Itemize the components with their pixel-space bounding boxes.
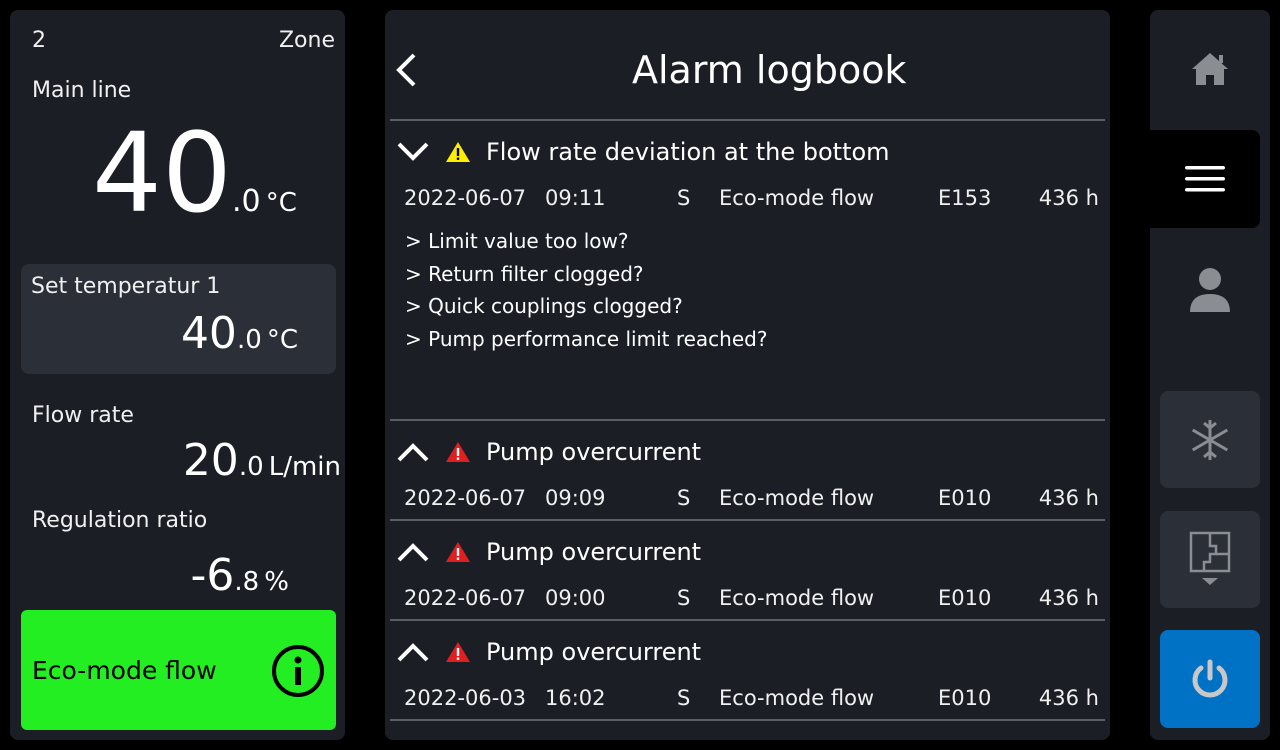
nav-menu[interactable]	[1150, 130, 1260, 228]
nav-floorplan[interactable]	[1160, 511, 1260, 608]
alarm-mode: Eco-mode flow	[719, 486, 875, 510]
set-temp-value: 40.0 °C	[181, 308, 298, 359]
alarm-row[interactable]: Pump overcurrent 2022-06-03 16:02 S Eco-…	[390, 621, 1105, 719]
chevron-up-icon[interactable]	[396, 641, 430, 663]
alarm-row[interactable]: Pump overcurrent 2022-06-07 09:09 S Eco-…	[390, 421, 1105, 519]
alarm-row[interactable]: Flow rate deviation at the bottom 2022-0…	[390, 121, 1105, 419]
alarm-type: S	[677, 686, 691, 710]
back-icon[interactable]	[394, 52, 420, 88]
flow-unit: L/min	[268, 452, 341, 482]
alarm-time: 09:11	[545, 186, 606, 210]
set-temp-dec: .0	[236, 325, 262, 355]
power-icon	[1192, 659, 1228, 698]
set-temp-int: 40	[180, 308, 237, 359]
alarm-hours: 436 h	[1038, 186, 1099, 210]
alarm-row[interactable]: Pump overcurrent 2022-06-07 09:00 S Eco-…	[390, 521, 1105, 619]
alarm-hints: > Limit value too low? > Return filter c…	[405, 225, 767, 355]
alarm-type: S	[677, 586, 691, 610]
alarm-type: S	[677, 186, 691, 210]
set-temp-label: Set temperatur 1	[31, 274, 221, 299]
alarm-mode: Eco-mode flow	[719, 686, 875, 710]
regulation-value: -6.8 %	[191, 550, 290, 601]
divider	[390, 719, 1105, 721]
error-icon	[446, 642, 470, 662]
hint: > Return filter clogged?	[405, 261, 644, 286]
reg-int: -6	[190, 550, 235, 601]
set-temp-unit: °C	[266, 325, 298, 355]
info-icon[interactable]	[271, 644, 325, 698]
divider	[390, 519, 1105, 521]
reg-unit: %	[264, 567, 289, 597]
hint: > Pump performance limit reached?	[405, 326, 768, 351]
error-icon	[446, 442, 470, 462]
nav-user[interactable]	[1150, 240, 1270, 340]
alarm-time: 09:09	[545, 486, 606, 510]
status-panel: 2 Zone Main line 40.0 °C Set temperatur …	[10, 10, 345, 740]
divider	[390, 119, 1105, 121]
zone-number: 2	[32, 28, 46, 53]
zone-label: Zone	[278, 28, 335, 53]
floorplan-icon	[1189, 531, 1231, 585]
alarm-hours: 436 h	[1038, 486, 1099, 510]
alarm-title: Flow rate deviation at the bottom	[486, 138, 890, 166]
flow-int: 20	[182, 435, 239, 486]
chevron-down-icon[interactable]	[396, 141, 430, 163]
main-line-dec: .0	[231, 184, 261, 219]
chevron-up-icon[interactable]	[396, 441, 430, 463]
alarm-code: E010	[938, 486, 992, 510]
alarm-type: S	[677, 486, 691, 510]
alarm-time: 09:00	[545, 586, 606, 610]
mode-status-button[interactable]: Eco-mode flow	[21, 610, 336, 730]
alarm-hours: 436 h	[1038, 586, 1099, 610]
reg-dec: .8	[234, 567, 260, 597]
menu-icon	[1185, 166, 1225, 192]
main-line-int: 40	[92, 109, 232, 237]
home-icon	[1192, 53, 1228, 85]
alarm-panel	[385, 10, 1110, 740]
power-button[interactable]	[1160, 630, 1260, 728]
alarm-date: 2022-06-07	[404, 586, 527, 610]
divider	[390, 419, 1105, 421]
alarm-title: Pump overcurrent	[486, 538, 702, 566]
divider	[390, 619, 1105, 621]
alarm-date: 2022-06-07	[404, 186, 527, 210]
alarm-code: E010	[938, 586, 992, 610]
hint: > Quick couplings clogged?	[405, 294, 683, 318]
hint: > Limit value too low?	[405, 229, 629, 253]
chevron-up-icon[interactable]	[396, 541, 430, 563]
alarm-title: Pump overcurrent	[486, 638, 702, 666]
flow-value: 20.0 L/min	[183, 435, 341, 486]
page-title: Alarm logbook	[632, 48, 907, 92]
main-line-value: 40.0 °C	[92, 118, 297, 228]
user-icon	[1190, 268, 1230, 312]
mode-label: Eco-mode flow	[32, 656, 217, 685]
alarm-code: E010	[938, 686, 992, 710]
flow-label: Flow rate	[32, 403, 134, 428]
alarm-code: E153	[938, 186, 992, 210]
alarm-title: Pump overcurrent	[486, 438, 702, 466]
error-icon	[446, 542, 470, 562]
main-line-label: Main line	[32, 78, 132, 103]
alarm-date: 2022-06-03	[404, 686, 527, 710]
nav-home[interactable]	[1150, 10, 1270, 128]
nav-cooling[interactable]	[1160, 391, 1260, 488]
alarm-mode: Eco-mode flow	[719, 586, 875, 610]
alarm-hours: 436 h	[1038, 686, 1099, 710]
alarm-mode: Eco-mode flow	[719, 186, 875, 210]
alarm-date: 2022-06-07	[404, 486, 527, 510]
snowflake-icon	[1191, 419, 1229, 460]
warning-icon	[446, 142, 470, 162]
alarm-time: 16:02	[545, 686, 606, 710]
set-temperature-button[interactable]: Set temperatur 1 40.0 °C	[21, 264, 336, 374]
regulation-label: Regulation ratio	[32, 508, 208, 533]
main-line-unit: °C	[265, 188, 297, 218]
flow-dec: .0	[238, 452, 264, 482]
